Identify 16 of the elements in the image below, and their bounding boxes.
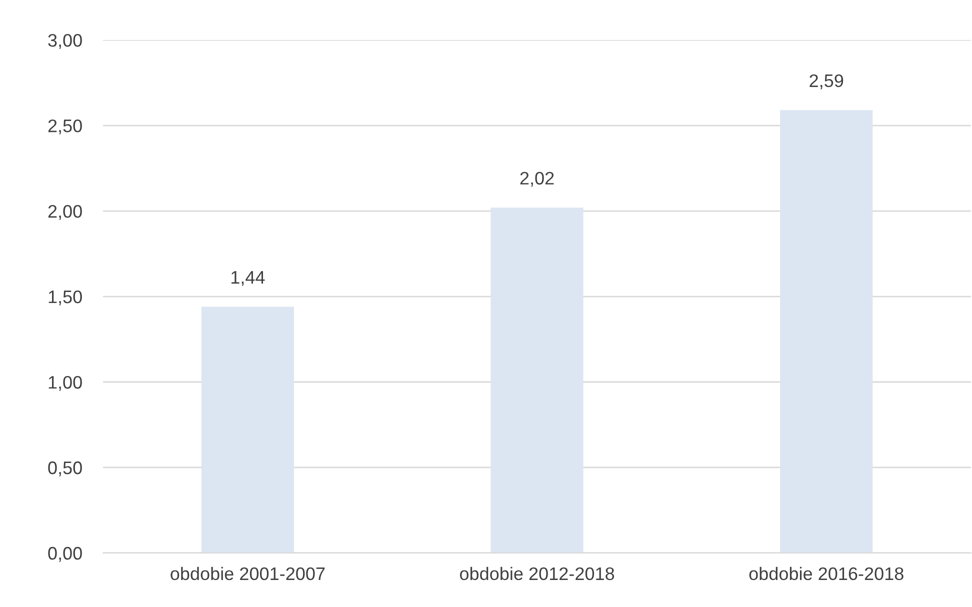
y-tick-label: 1,00 [48, 376, 82, 391]
y-tick-label: 0,00 [48, 546, 82, 562]
data-label: 1,44 [232, 271, 265, 286]
data-label: 2,59 [810, 74, 844, 90]
x-tick-label: obdobie 2012-2018 [460, 566, 614, 580]
y-tick-label: 2,50 [48, 119, 82, 134]
x-tick-label: obdobie 2001-2007 [170, 566, 325, 580]
x-tick-label: obdobie 2016-2018 [749, 566, 904, 580]
y-tick-label: 3,00 [48, 34, 82, 49]
bar [490, 208, 584, 553]
data-label: 2,02 [520, 172, 554, 187]
bar [201, 306, 294, 553]
bar [780, 110, 873, 553]
y-tick-label: 1,50 [48, 290, 82, 306]
y-tick-label: 2,00 [48, 204, 82, 220]
y-tick-label: 0,50 [48, 461, 82, 476]
